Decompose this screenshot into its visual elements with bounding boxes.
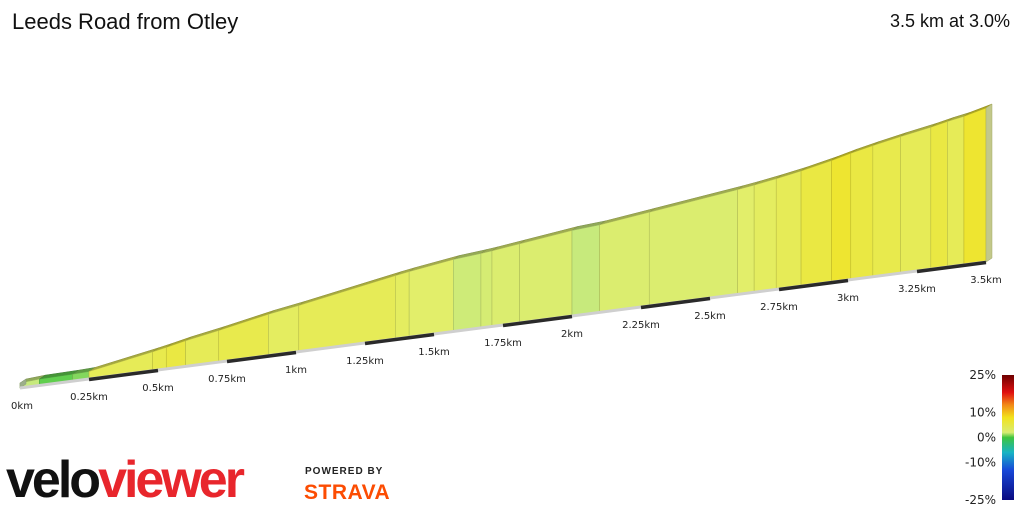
x-tick-label: 0.5km: [142, 383, 173, 394]
distance-band: [88, 368, 159, 382]
distance-band: [916, 260, 987, 274]
x-tick-label: 1.75km: [484, 338, 522, 349]
profile-segment: [775, 170, 802, 290]
profile-segment: [900, 126, 932, 274]
profile-segment: [408, 259, 454, 338]
profile-segment: [519, 230, 573, 324]
color-scale-label: -10%: [965, 456, 996, 470]
distance-band: [778, 278, 849, 292]
distance-band: [364, 332, 435, 346]
color-scale-label: 25%: [969, 368, 996, 382]
profile-segment: [737, 184, 755, 295]
profile-segment: [872, 136, 901, 278]
distance-band: [502, 314, 573, 328]
x-tick-label: 1.25km: [346, 356, 384, 367]
distance-band: [640, 296, 711, 310]
powered-by-label: POWERED BY: [305, 466, 384, 477]
profile-segment: [491, 243, 520, 327]
profile-segment: [947, 115, 965, 268]
profile-segment: [268, 305, 300, 356]
x-tick-label: 0.25km: [70, 392, 108, 403]
profile-outline: [19, 103, 993, 389]
profile-segment: [480, 250, 493, 329]
x-tick-label: 1km: [285, 365, 307, 376]
profile-end-cap: [985, 103, 993, 263]
logo-wordmark: veloviewer: [6, 451, 245, 507]
logo-velo: velo: [6, 451, 99, 507]
profile-segment: [850, 145, 874, 280]
profile-segment: [395, 271, 410, 340]
x-tick-label: 3.5km: [970, 275, 1001, 286]
color-scale-label: -25%: [965, 493, 996, 507]
x-tick-label: 0km: [11, 401, 33, 412]
distance-band: [226, 350, 297, 364]
x-tick-label: 0.75km: [208, 374, 246, 385]
color-scale-label: 10%: [969, 406, 996, 420]
x-tick-label: 2.75km: [760, 302, 798, 313]
segment-summary: 3.5 km at 3.0%: [889, 11, 1010, 31]
profile-segment: [571, 224, 600, 317]
x-tick-label: 3.25km: [898, 284, 936, 295]
x-tick-label: 1.5km: [418, 347, 449, 358]
profile-segment: [930, 121, 948, 270]
gradient-color-scale: 25% 10% 0% -10% -25%: [965, 368, 1014, 507]
x-tick-label: 2.5km: [694, 311, 725, 322]
x-tick-label: 3km: [837, 293, 859, 304]
x-tick-label: 2km: [561, 329, 583, 340]
profile-segments: [19, 107, 987, 389]
profile-start-cap: [19, 378, 27, 389]
distance-axis: 0km 0.25km 0.5km 0.75km 1km 1.25km 1.5km 1.75km…: [11, 260, 1002, 412]
profile-segment: [599, 211, 650, 313]
veloviewer-logo[interactable]: veloviewer: [6, 447, 296, 507]
profile-segment: [800, 160, 832, 287]
page-title: Leeds Road from Otley: [12, 9, 239, 34]
profile-segment: [453, 253, 482, 332]
strava-logo[interactable]: STRAVA: [304, 481, 391, 504]
profile-segment: [831, 152, 852, 283]
profile-segment: [963, 107, 987, 266]
color-scale-label: 0%: [977, 431, 996, 445]
color-scale-bar: [1002, 375, 1014, 500]
profile-segment: [185, 330, 220, 367]
logo-viewer: viewer: [98, 451, 245, 507]
profile-segment: [753, 178, 777, 293]
x-tick-label: 2.25km: [622, 320, 660, 331]
